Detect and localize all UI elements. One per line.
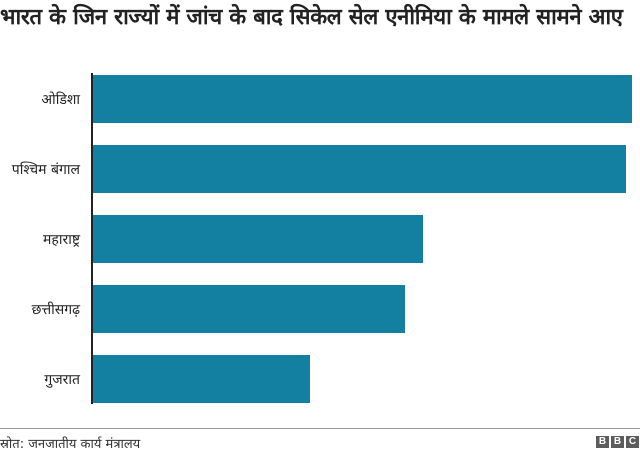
bar-row: पश्चिम बंगाल: [0, 145, 640, 193]
bar-row: ओडिशा: [0, 75, 640, 123]
category-label: छत्तीसगढ़: [31, 301, 80, 318]
bbc-logo: B B C: [596, 436, 639, 448]
category-label: ओडिशा: [41, 91, 80, 108]
bbc-logo-letter: B: [596, 436, 609, 448]
bbc-logo-letter: B: [611, 436, 624, 448]
bar-row: गुजरात: [0, 355, 640, 403]
category-label: पश्चिम बंगाल: [11, 161, 80, 178]
bar: [93, 75, 632, 123]
y-axis-line: [91, 73, 93, 404]
bar-row: महाराष्ट्र: [0, 215, 640, 263]
bar-chart: ओडिशा पश्चिम बंगाल महाराष्ट्र छत्तीसगढ़ …: [0, 70, 640, 410]
footer-divider: [0, 428, 640, 429]
bar: [93, 355, 310, 403]
category-label: गुजरात: [44, 371, 80, 388]
bar: [93, 145, 626, 193]
bar-row: छत्तीसगढ़: [0, 285, 640, 333]
bar: [93, 215, 423, 263]
chart-title: भारत के जिन राज्यों में जांच के बाद सिके…: [0, 5, 623, 30]
category-label: महाराष्ट्र: [43, 231, 80, 248]
bar: [93, 285, 405, 333]
source-note: स्रोत: जनजातीय कार्य मंत्रालय: [0, 437, 141, 452]
bbc-logo-letter: C: [626, 436, 639, 448]
